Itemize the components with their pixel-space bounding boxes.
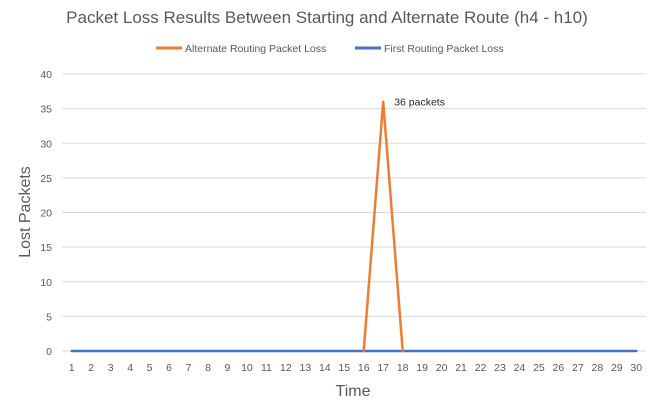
x-tick-label: 24	[514, 362, 526, 374]
x-tick-label: 29	[611, 362, 623, 374]
x-tick-label: 19	[416, 362, 428, 374]
y-axis-ticks: 0 5 10 15 20 25 30 35 40	[40, 69, 52, 358]
legend: Alternate Routing Packet Loss First Routi…	[156, 43, 504, 55]
x-tick-label: 2	[88, 362, 94, 374]
x-tick-label: 20	[436, 362, 448, 374]
series-line-alternate-routing	[362, 100, 404, 353]
y-axis-title: Lost Packets	[17, 166, 34, 258]
legend-label-alternate-routing: Alternate Routing Packet Loss	[185, 43, 326, 55]
gridlines	[62, 73, 646, 352]
data-label: 36 packets	[394, 97, 445, 109]
legend-label-first-routing: First Routing Packet Loss	[384, 43, 504, 55]
x-tick-label: 15	[338, 362, 350, 374]
y-tick-label: 5	[46, 311, 52, 323]
x-tick-label: 26	[553, 362, 565, 374]
y-tick-label: 20	[40, 208, 52, 220]
x-tick-label: 14	[319, 362, 331, 374]
x-tick-label: 21	[455, 362, 467, 374]
y-tick-label: 0	[46, 346, 52, 358]
x-tick-label: 17	[377, 362, 389, 374]
x-tick-label: 11	[261, 362, 272, 374]
x-tick-label: 8	[205, 362, 211, 374]
y-tick-label: 30	[40, 138, 52, 150]
x-tick-label: 16	[358, 362, 370, 374]
annotations: 36 packets	[394, 97, 445, 109]
x-tick-label: 5	[147, 362, 153, 374]
x-tick-label: 13	[299, 362, 311, 374]
x-tick-label: 28	[591, 362, 603, 374]
x-tick-label: 22	[475, 362, 487, 374]
x-axis-title: Time	[336, 383, 371, 400]
y-tick-label: 15	[40, 242, 52, 254]
x-tick-label: 7	[186, 362, 192, 374]
y-tick-label: 35	[40, 104, 52, 116]
x-tick-label: 27	[572, 362, 584, 374]
y-tick-label: 40	[40, 69, 52, 81]
y-tick-label: 10	[40, 277, 52, 289]
x-tick-label: 1	[69, 362, 75, 374]
x-tick-label: 18	[397, 362, 409, 374]
x-tick-label: 12	[280, 362, 292, 374]
x-tick-label: 10	[241, 362, 253, 374]
x-tick-label: 3	[108, 362, 114, 374]
y-tick-label: 25	[40, 173, 52, 185]
x-tick-label: 4	[127, 362, 133, 374]
x-tick-label: 23	[494, 362, 506, 374]
x-tick-label: 30	[630, 362, 642, 374]
x-tick-label: 25	[533, 362, 545, 374]
chart-title: Packet Loss Results Between Starting and…	[66, 8, 588, 27]
x-tick-label: 6	[166, 362, 172, 374]
x-axis-ticks: 1 2 3 4 5 6 7 8 9 10 11 12 13 14 15 16 17 18 19 20 21 22 23 24 2…	[69, 362, 642, 374]
x-tick-label: 9	[225, 362, 231, 374]
series-lines	[70, 100, 638, 353]
